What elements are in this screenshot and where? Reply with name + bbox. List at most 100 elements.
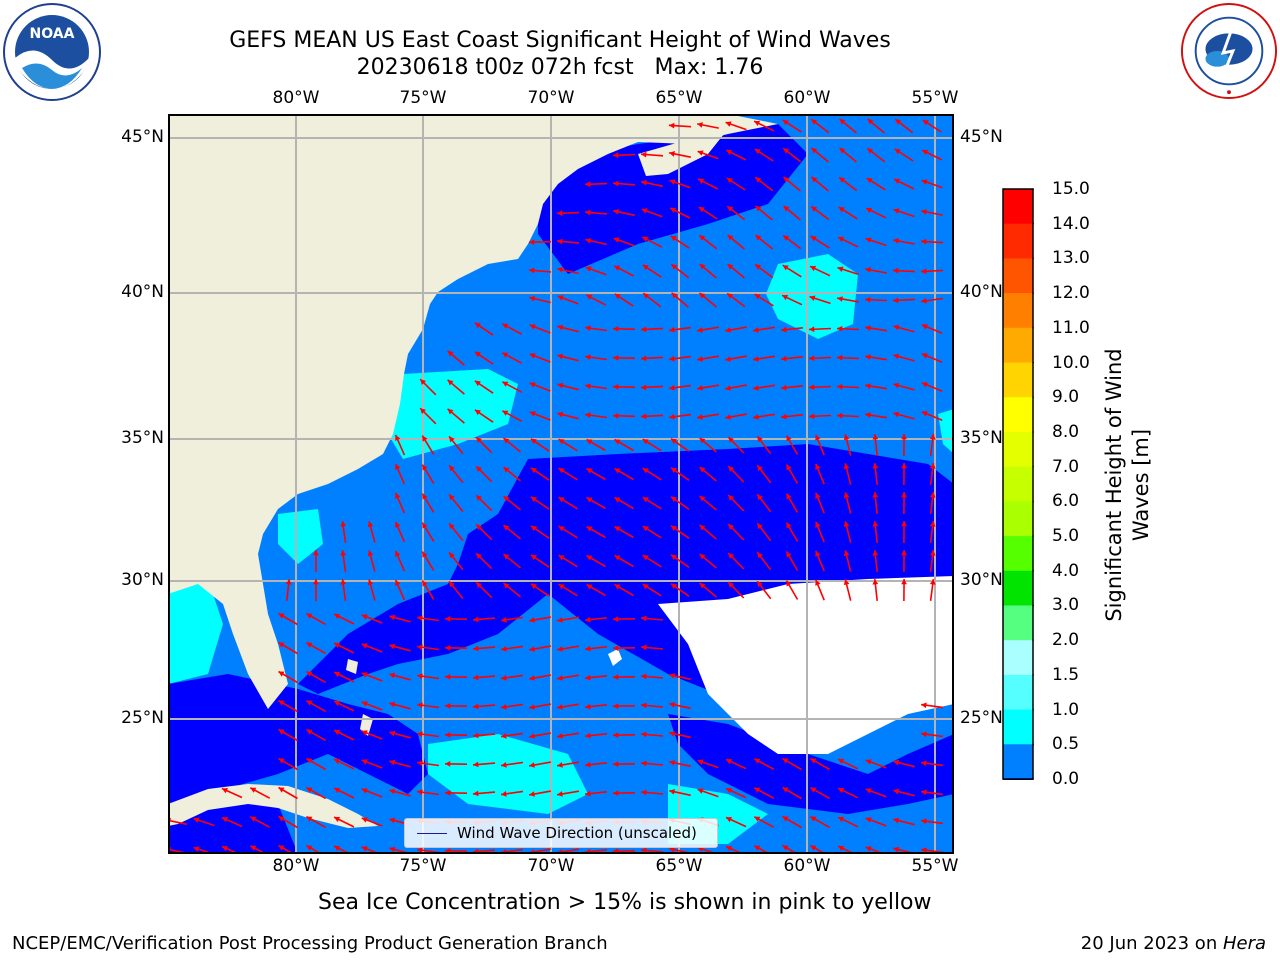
- wave-direction-arrowhead: [901, 434, 907, 440]
- wave-direction-arrowhead: [699, 438, 706, 444]
- wave-direction-arrowhead: [445, 674, 451, 680]
- wave-direction-arrowhead: [614, 526, 621, 532]
- wave-direction-arrowhead: [367, 521, 374, 528]
- wave-direction-arrowhead: [929, 521, 936, 527]
- colorbar-segment: [1003, 466, 1033, 502]
- wave-direction-arrowhead: [921, 411, 928, 417]
- wave-direction-arrowhead: [585, 354, 591, 361]
- colorbar-segment: [1003, 640, 1033, 676]
- wave-direction-arrowhead: [306, 671, 313, 677]
- land-bahamas-1: [346, 659, 358, 674]
- wave-direction-arrowhead: [839, 148, 846, 154]
- wave-direction-arrowhead: [529, 267, 535, 274]
- colorbar-segment: [1003, 570, 1033, 606]
- wave-direction-arrowhead: [449, 436, 455, 443]
- wave-direction-arrowhead: [395, 550, 401, 557]
- wave-direction-arrowhead: [529, 324, 536, 330]
- colorbar-segment: [1003, 397, 1033, 433]
- colorbar-segment: [1003, 709, 1033, 745]
- wave-direction-arrowhead: [445, 761, 451, 767]
- wave-direction-arrowhead: [726, 817, 732, 823]
- wave-direction-arrowhead: [929, 492, 936, 498]
- wave-direction-arrowhead: [334, 729, 341, 736]
- wave-direction-arrowhead: [340, 579, 347, 585]
- land-north-america: [168, 114, 778, 709]
- wave-direction-arrowhead: [585, 703, 591, 710]
- wave-direction-arrowhead: [642, 555, 649, 561]
- wave-direction-arrowhead: [782, 294, 788, 301]
- wave-direction-arrowhead: [843, 579, 850, 586]
- wave-direction-arrowhead: [893, 788, 900, 795]
- wave-direction-arrowhead: [613, 355, 619, 361]
- wave-direction-arrowhead: [613, 732, 619, 738]
- moderate-wave-region-bahamas: [428, 734, 588, 814]
- wave-direction-arrowhead: [754, 758, 761, 764]
- wave-direction-arrowhead: [530, 525, 537, 532]
- wave-direction-arrowhead: [641, 355, 647, 362]
- wave-direction-arrowhead: [529, 704, 535, 710]
- low-wave-region-north: [538, 124, 808, 274]
- wave-direction-arrowhead: [476, 553, 482, 559]
- wave-direction-arrowhead: [306, 787, 313, 793]
- wave-direction-arrowhead: [585, 790, 591, 797]
- wave-direction-arrowhead: [728, 495, 734, 501]
- wave-direction-arrowhead: [669, 847, 675, 853]
- missing-data-spot: [608, 649, 622, 666]
- wave-direction-arrowhead: [395, 521, 401, 528]
- wave-direction-arrowhead: [278, 671, 285, 677]
- wave-direction-arrowhead: [367, 550, 374, 557]
- wave-direction-arrowhead: [501, 617, 507, 623]
- wave-direction-arrowhead: [669, 122, 675, 129]
- wave-direction-arrowhead: [367, 579, 374, 586]
- wave-direction-arrowhead: [697, 385, 703, 391]
- wave-direction-arrowhead: [585, 674, 591, 681]
- wave-direction-arrowhead: [865, 383, 871, 389]
- wave-direction-arrowhead: [893, 382, 900, 389]
- wave-direction-arrowhead: [278, 758, 285, 764]
- wave-direction-arrowhead: [726, 846, 732, 852]
- wave-direction-arrowhead: [921, 760, 927, 767]
- wave-direction-arrowhead: [754, 149, 761, 155]
- colorbar-tick-label: 8.0: [1052, 421, 1080, 442]
- colorbar-tick-label: 4.0: [1052, 560, 1080, 581]
- wave-direction-arrowhead: [389, 701, 396, 708]
- wave-direction-arrowhead: [837, 325, 843, 332]
- wave-direction-arrowhead: [395, 434, 401, 441]
- wave-direction-arrowhead: [786, 435, 792, 442]
- wave-direction-arrowhead: [725, 356, 731, 362]
- wave-direction-arrowhead: [837, 354, 843, 361]
- wave-direction-arrowhead: [361, 643, 368, 649]
- wave-direction-arrowhead: [669, 384, 675, 391]
- wave-direction-arrowhead: [613, 152, 619, 159]
- wave-direction-arrowhead: [929, 463, 936, 469]
- lon-tick-label-bottom: 75°W: [399, 856, 447, 876]
- wave-direction-arrowhead: [250, 787, 257, 793]
- wave-direction-arrowhead: [558, 439, 565, 445]
- wave-direction-arrowhead: [614, 497, 621, 503]
- wave-direction-arrowhead: [782, 265, 789, 271]
- wave-direction-arrowhead: [306, 642, 313, 648]
- wave-direction-arrowhead: [473, 790, 479, 797]
- wave-direction-arrowhead: [641, 644, 647, 651]
- wave-direction-arrowhead: [893, 846, 900, 853]
- wave-direction-arrowhead: [473, 674, 479, 681]
- colorbar-tick-label: 0.5: [1052, 734, 1080, 755]
- wave-direction-arrowhead: [449, 465, 455, 472]
- wave-direction-arrowhead: [895, 119, 902, 125]
- wave-direction-arrowhead: [753, 414, 759, 420]
- lon-tick-label-top: 65°W: [655, 88, 703, 108]
- wave-direction-arrowhead: [699, 293, 706, 299]
- wave-direction-arrowhead: [872, 550, 879, 556]
- wave-direction-arrowhead: [781, 355, 787, 362]
- wave-direction-arrowhead: [334, 700, 341, 707]
- wave-direction-arrowhead: [613, 413, 619, 419]
- footer-right: 20 Jun 2023 on Hera: [1081, 933, 1266, 954]
- wave-direction-arrowhead: [614, 468, 621, 474]
- wave-direction-arrowhead: [417, 731, 423, 738]
- lon-tick-label-top: 60°W: [783, 88, 831, 108]
- wave-direction-arrowhead: [613, 674, 619, 680]
- wave-direction-arrowhead: [753, 356, 759, 362]
- wave-direction-arrowhead: [530, 496, 537, 503]
- wave-direction-arrowhead: [361, 846, 368, 852]
- wave-direction-arrowhead: [698, 207, 705, 213]
